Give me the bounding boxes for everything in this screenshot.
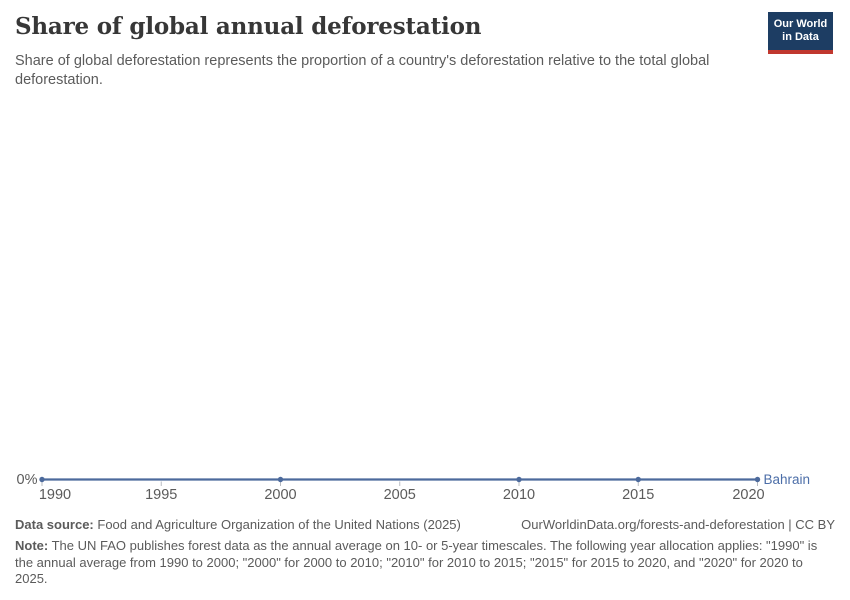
x-axis-tick-label: 2000 (264, 487, 296, 503)
x-axis-tick-label: 2010 (503, 487, 535, 503)
x-axis-tick-label: 1990 (39, 487, 71, 503)
data-source-label: Data source: (15, 517, 94, 532)
chart-subtitle: Share of global deforestation represents… (15, 53, 710, 88)
data-point[interactable] (516, 476, 522, 483)
note-text: The UN FAO publishes forest data as the … (15, 538, 818, 586)
owid-citation-link[interactable]: OurWorldinData.org/forests-and-deforesta… (521, 517, 835, 532)
y-axis-tick-label: 0% (17, 472, 38, 488)
data-source-text: Data source: Food and Agriculture Organi… (15, 517, 461, 532)
x-axis-tick-label: 1995 (145, 487, 177, 503)
x-axis-tick-label: 2005 (384, 487, 416, 503)
x-axis-tick-label: 2020 (732, 487, 764, 503)
data-source-value: Food and Agriculture Organization of the… (97, 517, 461, 532)
chart-svg: 1990 1995 2000 2005 2010 2015 2020 0% Bahrain (17, 472, 811, 503)
owid-logo-line2: in Data (782, 31, 819, 43)
x-axis-tick-label: 2015 (622, 487, 654, 503)
data-point[interactable] (277, 476, 284, 483)
owid-logo: Our World in Data (768, 12, 833, 54)
owid-logo-line1: Our World (773, 18, 828, 30)
page-title: Share of global annual deforestation (15, 13, 482, 40)
footer-note: Note: The UN FAO publishes forest data a… (15, 538, 837, 588)
data-point[interactable] (39, 476, 45, 483)
note-label: Note: (15, 538, 49, 553)
data-point[interactable] (754, 476, 761, 483)
data-point[interactable] (635, 476, 641, 483)
footer-source-row: Data source: Food and Agriculture Organi… (15, 517, 835, 532)
entity-label[interactable]: Bahrain (764, 472, 811, 487)
